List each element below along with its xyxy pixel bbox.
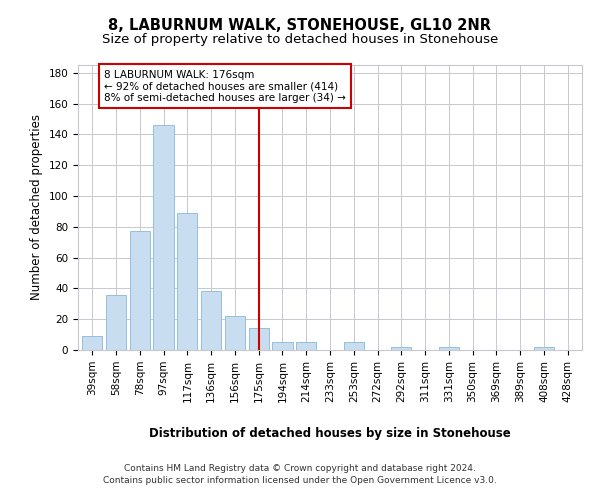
Bar <box>177 213 197 350</box>
Bar <box>201 292 221 350</box>
Text: Size of property relative to detached houses in Stonehouse: Size of property relative to detached ho… <box>102 32 498 46</box>
Bar <box>439 347 459 350</box>
Y-axis label: Number of detached properties: Number of detached properties <box>30 114 43 300</box>
Bar <box>344 342 364 350</box>
Text: Contains public sector information licensed under the Open Government Licence v3: Contains public sector information licen… <box>103 476 497 485</box>
Text: Distribution of detached houses by size in Stonehouse: Distribution of detached houses by size … <box>149 428 511 440</box>
Bar <box>534 347 554 350</box>
Text: 8 LABURNUM WALK: 176sqm
← 92% of detached houses are smaller (414)
8% of semi-de: 8 LABURNUM WALK: 176sqm ← 92% of detache… <box>104 70 346 103</box>
Text: Contains HM Land Registry data © Crown copyright and database right 2024.: Contains HM Land Registry data © Crown c… <box>124 464 476 473</box>
Bar <box>130 232 150 350</box>
Bar <box>296 342 316 350</box>
Text: 8, LABURNUM WALK, STONEHOUSE, GL10 2NR: 8, LABURNUM WALK, STONEHOUSE, GL10 2NR <box>109 18 491 32</box>
Bar <box>154 125 173 350</box>
Bar <box>106 294 126 350</box>
Bar <box>225 316 245 350</box>
Bar <box>248 328 269 350</box>
Bar <box>391 347 412 350</box>
Bar <box>272 342 293 350</box>
Bar <box>82 336 103 350</box>
